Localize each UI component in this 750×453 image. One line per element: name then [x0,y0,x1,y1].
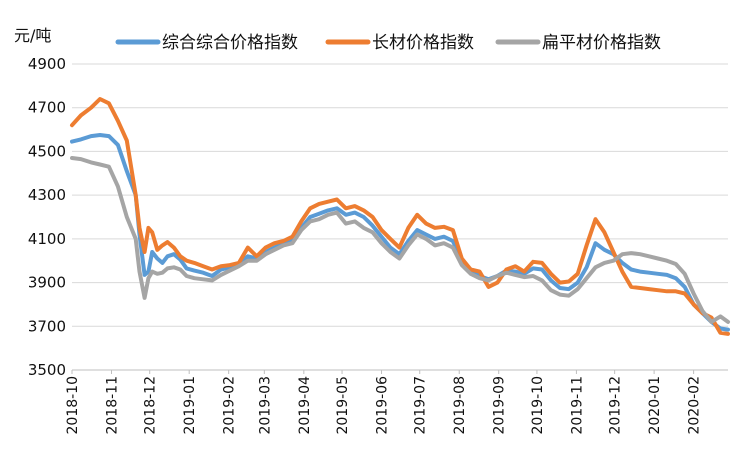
y-tick-label: 4900 [28,55,66,73]
x-tick-label: 2020-02 [687,376,703,435]
x-tick-label: 2019-11 [569,376,585,435]
legend-label-1: 综合综合价格指数 [162,33,298,53]
series-line-2 [70,97,730,336]
x-tick-label: 2019-12 [608,376,624,435]
x-tick-label: 2018-10 [65,376,81,435]
x-tick-label: 2019-03 [257,376,273,435]
series-line-3 [70,156,730,324]
x-tick-label: 2018-12 [143,376,159,435]
legend-label-2: 长材价格指数 [372,33,474,53]
y-tick-label: 4500 [28,142,66,160]
y-tick-label: 4100 [28,230,66,248]
x-tick-label: 2019-04 [297,376,313,435]
y-tick-label: 3900 [28,274,66,292]
legend-label-3: 扁平材价格指数 [542,33,661,53]
x-tick-label: 2020-01 [647,376,663,435]
x-tick-label: 2019-06 [375,376,391,435]
x-tick-label: 2019-08 [452,376,468,435]
series-line-1 [70,133,730,332]
x-tick-label: 2019-10 [530,376,546,435]
x-tick-label: 2019-02 [222,376,238,435]
y-tick-label: 4300 [28,186,66,204]
x-tick-label: 2019-01 [182,376,198,435]
y-tick-label: 3700 [28,317,66,335]
y-tick-label: 4700 [28,99,66,117]
y-axis-unit-label: 元/吨 [14,26,51,45]
x-tick-label: 2018-11 [104,376,120,435]
x-tick-label: 2019-09 [492,376,508,435]
x-tick-label: 2019-07 [413,376,429,435]
x-tick-label: 2019-05 [335,376,351,435]
y-tick-label: 3500 [28,361,66,379]
